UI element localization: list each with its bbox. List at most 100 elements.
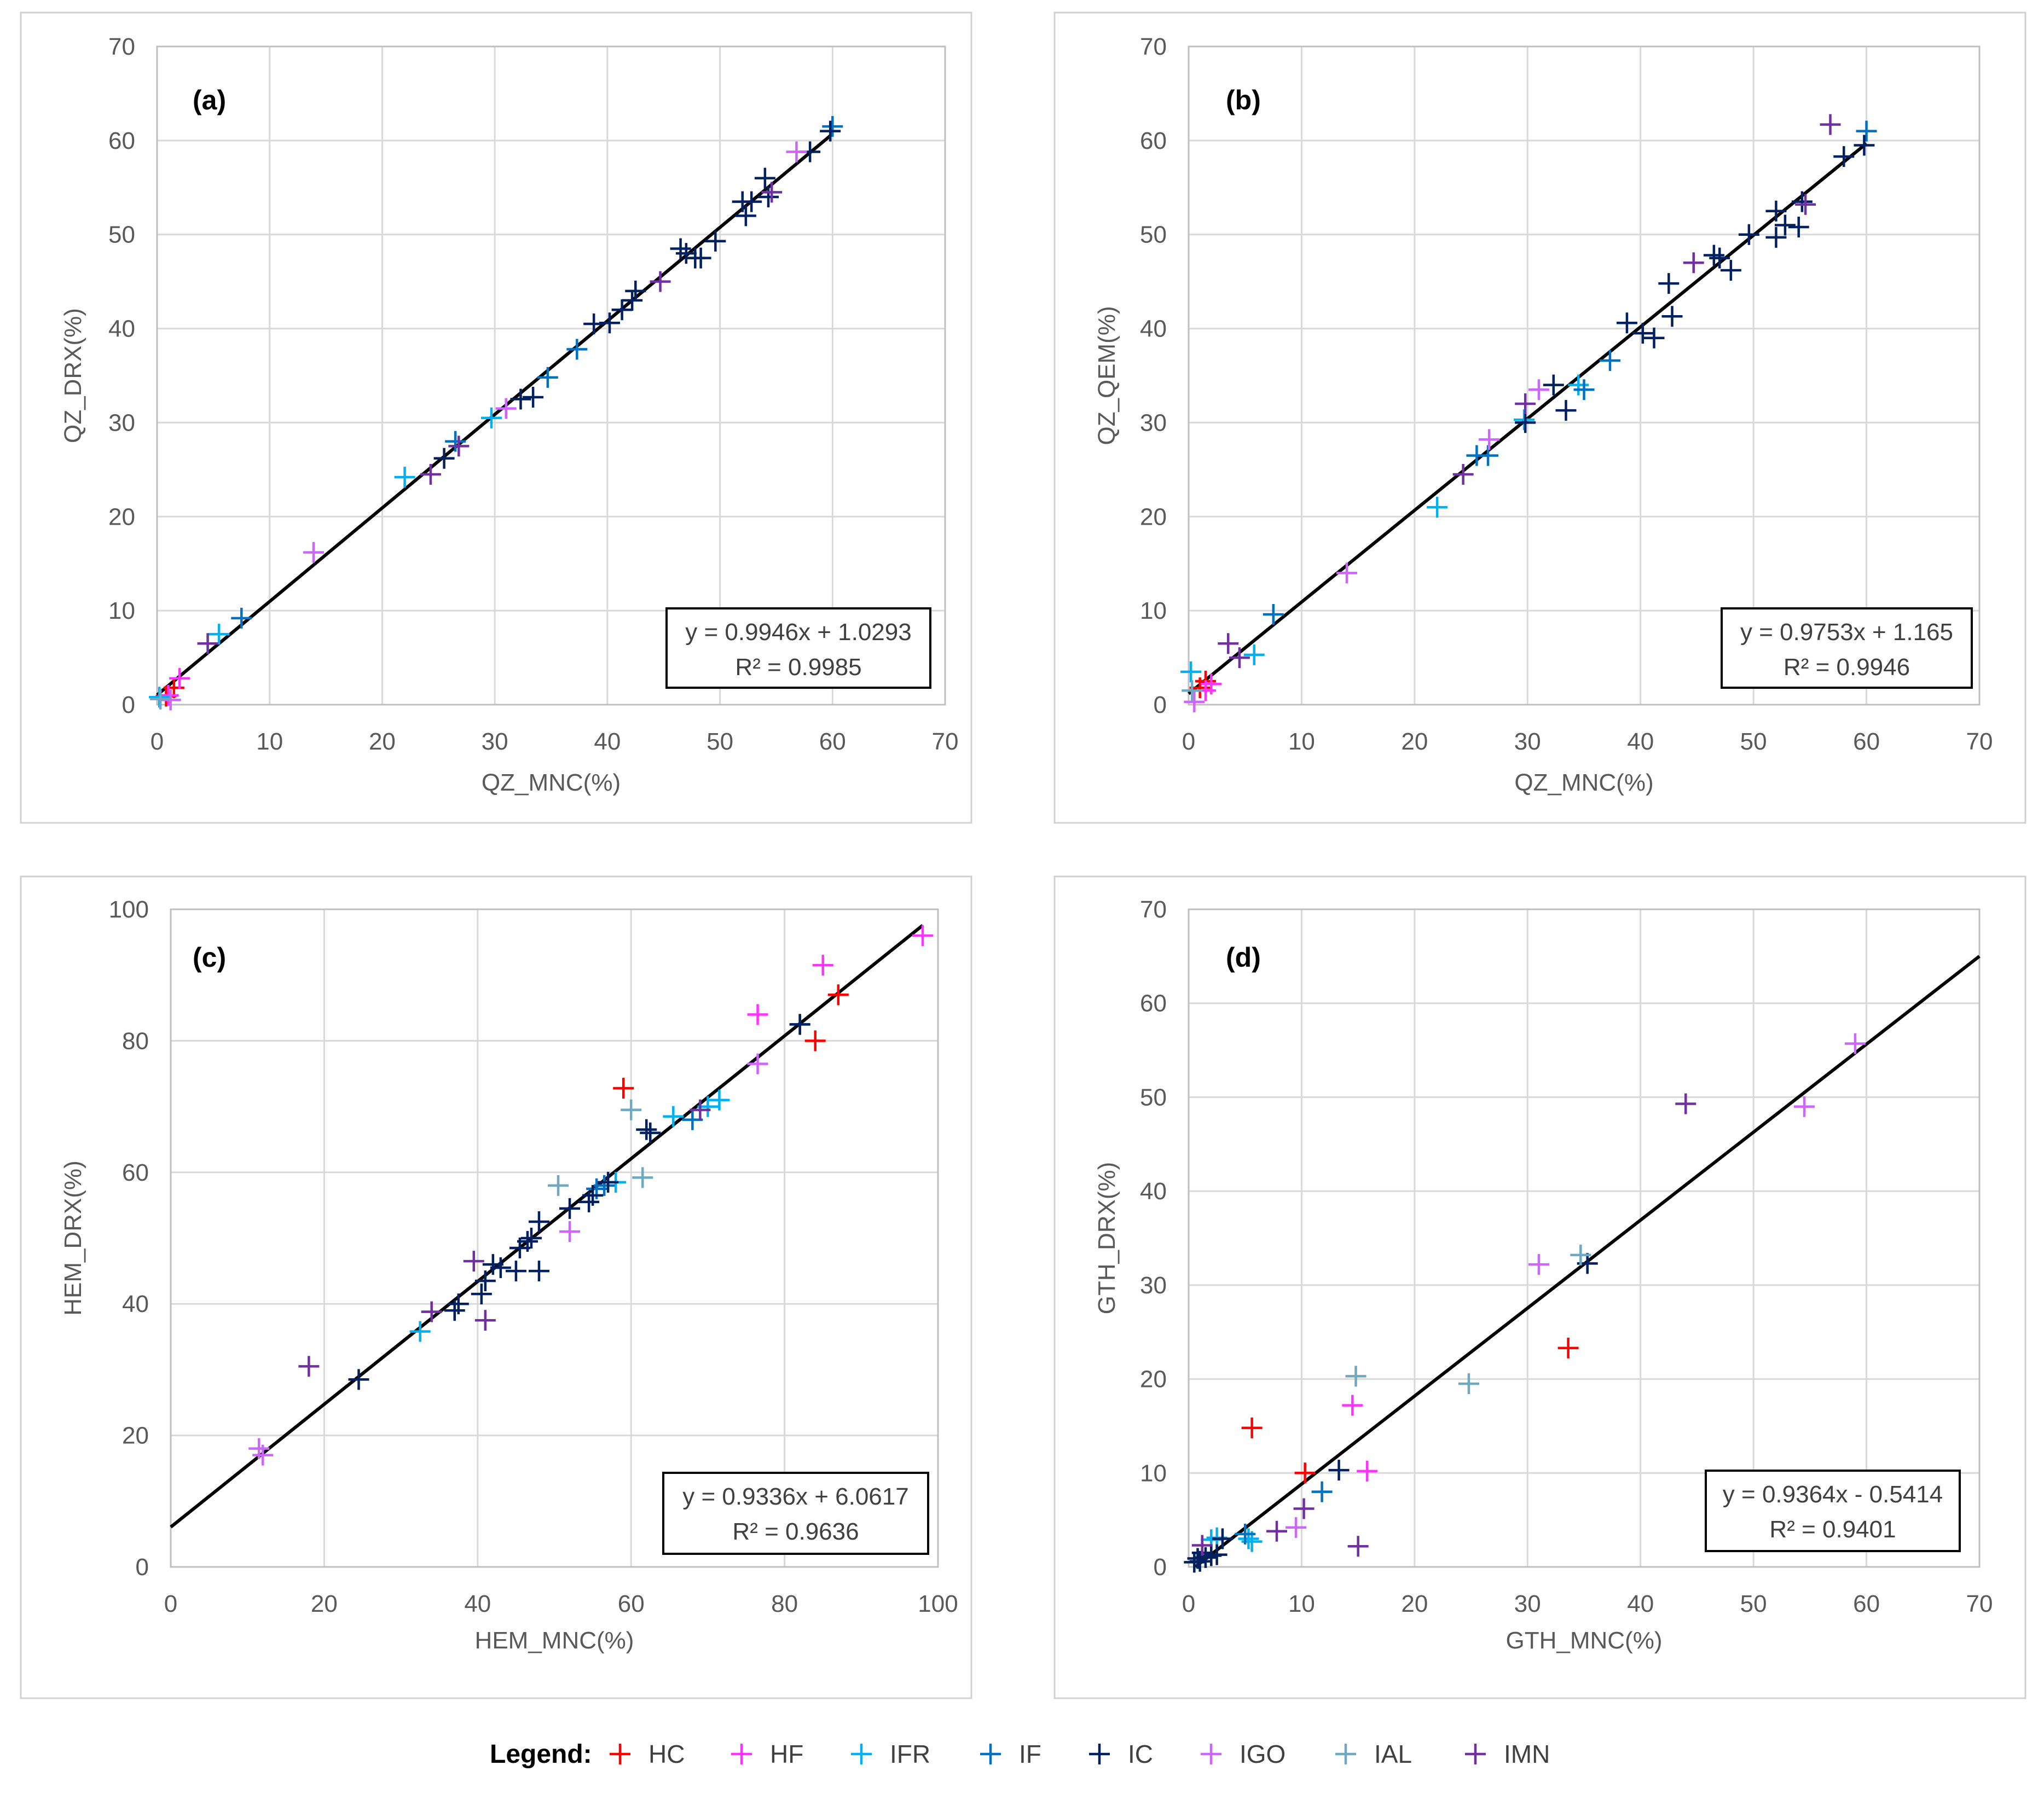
data-point-ic — [636, 1119, 657, 1140]
data-point-hc — [1294, 1462, 1316, 1484]
data-point-ial — [621, 1099, 642, 1120]
data-point-if — [1263, 604, 1284, 625]
x-tick-label: 70 — [932, 728, 959, 755]
data-point-ic — [599, 312, 620, 334]
data-point-ifr — [1427, 497, 1448, 518]
data-point-ic — [758, 186, 779, 207]
x-tick-label: 70 — [1966, 728, 1993, 755]
data-point-imn — [650, 271, 671, 292]
data-point-ial — [632, 1167, 653, 1188]
trendline — [156, 132, 834, 696]
data-point-if — [537, 367, 558, 388]
y-tick-label: 10 — [1140, 597, 1167, 624]
y-tick-label: 60 — [1140, 127, 1167, 154]
data-point-ic — [1616, 312, 1637, 334]
y-tick-label: 10 — [108, 597, 135, 624]
data-point-ic — [705, 230, 726, 252]
y-tick-label: 0 — [122, 692, 135, 718]
data-point-ic — [528, 1261, 549, 1282]
y-tick-label: 40 — [1140, 1178, 1167, 1205]
data-point-ic — [1632, 323, 1653, 344]
data-point-ic — [582, 1184, 604, 1206]
data-point-ic — [1555, 400, 1577, 421]
plot-area — [170, 908, 939, 1568]
data-point-ic — [1765, 200, 1787, 222]
y-tick-label: 30 — [1140, 1272, 1167, 1299]
x-axis-title: HEM_MNC(%) — [475, 1627, 634, 1654]
data-point-hc — [1557, 1337, 1579, 1358]
legend-label-ial: IAL — [1374, 1740, 1412, 1768]
data-point-if — [566, 339, 588, 360]
y-tick-label: 30 — [1140, 409, 1167, 436]
regression-equation: y = 0.9336x + 6.0617 — [682, 1483, 908, 1510]
data-point-ic — [1206, 1544, 1227, 1565]
data-point-if — [1235, 1523, 1256, 1544]
data-point-ial — [1345, 1366, 1366, 1387]
legend-label-if: IF — [1019, 1740, 1041, 1768]
legend-marker-hc — [610, 1744, 630, 1764]
data-point-ic — [820, 120, 841, 142]
y-axis-title: GTH_DRX(%) — [1093, 1162, 1120, 1315]
data-point-if — [1856, 120, 1877, 142]
data-point-ic — [735, 205, 756, 227]
y-tick-label: 70 — [1140, 896, 1167, 923]
x-tick-label: 30 — [482, 728, 508, 755]
data-point-ic — [675, 243, 697, 264]
data-point-ial — [548, 1175, 569, 1196]
data-point-imn — [1683, 252, 1704, 274]
x-tick-label: 0 — [1182, 1590, 1195, 1617]
y-tick-label: 60 — [1140, 990, 1167, 1017]
y-tick-label: 40 — [1140, 316, 1167, 342]
data-point-ic — [559, 1198, 581, 1219]
x-axis-title: QZ_MNC(%) — [482, 769, 621, 796]
data-point-ic — [741, 191, 762, 212]
plot-area — [1188, 45, 1981, 706]
data-point-ic — [1212, 1528, 1233, 1549]
legend-marker-ic — [1089, 1744, 1110, 1764]
data-point-ic — [1854, 135, 1875, 156]
data-point-ifr — [409, 1321, 431, 1342]
data-point-ic — [1791, 191, 1813, 212]
legend-marker-ifr — [851, 1744, 872, 1764]
data-point-hf — [1201, 673, 1222, 695]
x-tick-label: 50 — [1740, 728, 1767, 755]
data-point-imn — [1229, 647, 1250, 669]
data-point-hc — [827, 984, 849, 1006]
y-tick-label: 20 — [108, 503, 135, 530]
data-point-imn — [463, 1251, 484, 1272]
data-point-ic — [474, 1270, 496, 1292]
data-point-if — [1599, 350, 1620, 371]
panel-label: (a) — [193, 85, 226, 115]
y-axis-title: QZ_DRX(%) — [60, 308, 86, 443]
data-point-ic — [1328, 1460, 1350, 1481]
legend-marker-igo — [1201, 1744, 1221, 1764]
data-point-ic — [528, 1211, 549, 1232]
y-tick-label: 40 — [108, 316, 135, 342]
data-point-imn — [690, 1099, 711, 1120]
x-tick-label: 60 — [1853, 1590, 1880, 1617]
legend-label-imn: IMN — [1504, 1740, 1550, 1768]
x-tick-label: 40 — [464, 1590, 491, 1617]
data-point-igo — [1184, 691, 1205, 712]
data-point-ic — [685, 247, 706, 269]
equation-box — [1705, 1470, 1961, 1552]
panel-a: 0 10 20 30 40 50 60 70 0 10 20 30 40 50 60 70 QZ_MNC(%) Q… — [20, 11, 972, 824]
data-point-imn — [761, 182, 783, 203]
data-point-imn — [1266, 1520, 1288, 1542]
panel-b: 0 10 20 30 40 50 60 70 0 10 20 30 40 50 60 70 QZ_MNC(%) Q… — [1053, 11, 2026, 824]
legend-label-ic: IC — [1128, 1740, 1153, 1768]
legend-label-igo: IGO — [1240, 1740, 1286, 1768]
data-point-igo — [1336, 562, 1357, 584]
data-point-ic — [1788, 216, 1809, 237]
y-tick-label: 50 — [1140, 222, 1167, 248]
data-point-imn — [421, 1301, 442, 1322]
equation-box — [662, 1472, 929, 1555]
data-point-ic — [1774, 214, 1796, 236]
data-point-ic — [1720, 260, 1741, 281]
data-point-hf — [747, 1004, 768, 1025]
data-point-hc — [804, 1030, 826, 1052]
x-tick-label: 20 — [1401, 728, 1428, 755]
x-tick-label: 100 — [918, 1590, 958, 1617]
x-tick-label: 50 — [707, 728, 733, 755]
